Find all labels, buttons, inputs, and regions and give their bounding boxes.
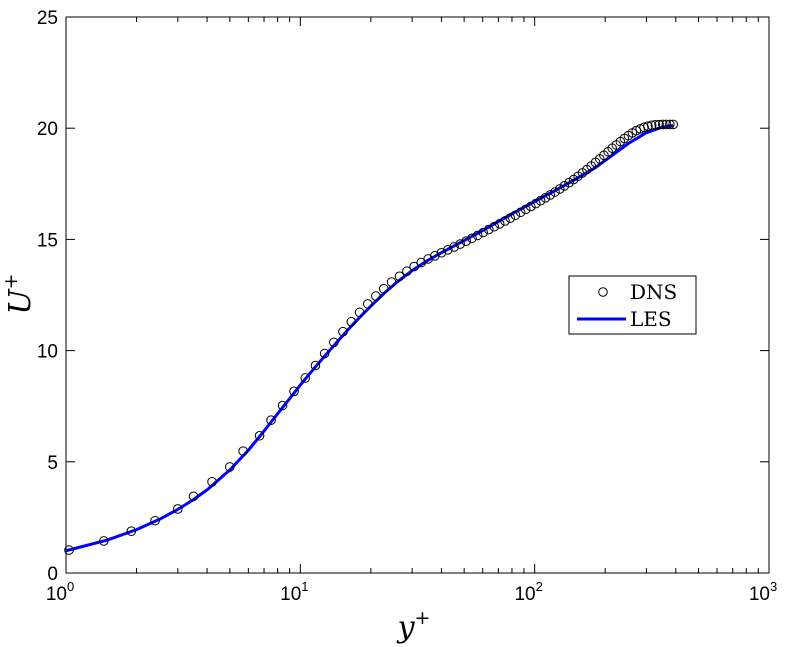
series-line-les [65,124,674,553]
dns-point [310,360,321,371]
legend-label-les: LES [630,307,672,331]
dns-point [99,536,109,546]
dns-point [64,545,74,555]
y-tick-label: 20 [37,119,58,140]
dns-point [126,526,137,536]
dns-point [455,239,465,249]
dns-point [467,233,477,244]
dns-point [646,120,657,131]
dns-point [338,326,348,337]
dns-point [277,400,288,411]
y-tick-label: 0 [47,564,58,585]
dns-point [150,515,160,526]
dns-point [254,430,265,441]
dns-point [540,193,551,203]
dns-point [289,386,299,397]
dns-point [346,316,357,327]
dns-point [554,184,565,194]
dns-point [505,213,516,223]
y-tick-label: 5 [47,453,58,474]
dns-point [515,207,526,218]
y-axis-title: U+ [0,273,38,314]
axis-ticks [65,16,770,574]
dns-point [545,190,556,200]
dns-point [354,307,365,318]
dns-point [394,271,405,282]
dns-point [409,261,419,272]
dns-point [449,242,459,252]
legend-marker-dns [598,287,608,297]
dns-point [461,236,471,246]
dns-point [173,504,183,514]
x-tick-label: 102 [514,579,542,605]
dns-point [654,119,664,130]
dns-point [266,415,276,426]
y-tick-label: 25 [37,8,58,29]
dns-point [378,283,389,294]
dns-point [665,119,675,130]
x-tick-label: 100 [46,579,74,605]
y-tick-label: 15 [37,230,58,251]
dns-point [526,201,536,212]
series-layer [64,119,678,555]
legend-box [568,275,697,335]
dns-point [386,277,397,287]
dns-point [329,337,339,348]
dns-point [472,230,483,241]
dns-point [371,291,381,301]
dns-point [443,245,453,255]
dns-point [423,254,433,264]
dns-point [494,219,505,229]
dns-point [550,187,560,197]
dns-point [207,477,217,487]
dns-point [362,299,373,309]
dns-point [319,348,330,359]
dns-point [500,216,510,226]
dns-point [402,266,412,277]
dns-point [535,195,546,206]
dns-point [650,120,661,130]
dns-point [430,251,440,261]
legend: DNS LES [568,275,697,335]
dns-point [510,210,521,220]
dns-point [436,247,447,258]
dns-point [224,462,235,472]
dns-point [188,491,199,502]
dns-point [657,119,668,130]
dns-point [300,373,311,383]
dns-point [643,121,653,131]
legend-label-dns: DNS [630,280,677,304]
y-tick-label: 10 [37,342,58,363]
dns-point [489,221,500,232]
x-tick-label: 103 [749,579,777,605]
dns-point [530,198,541,209]
dns-point [639,122,649,133]
dns-point [478,227,488,238]
dns-point [661,119,672,130]
dns-point [668,119,678,130]
dns-point [520,204,531,215]
axis-tick-labels: 100 101 102 103 0 5 10 15 20 25 [37,8,777,605]
x-tick-label: 101 [280,579,308,605]
x-axis-title: y+ [396,607,431,645]
dns-point [238,446,248,456]
dns-point [483,224,494,235]
